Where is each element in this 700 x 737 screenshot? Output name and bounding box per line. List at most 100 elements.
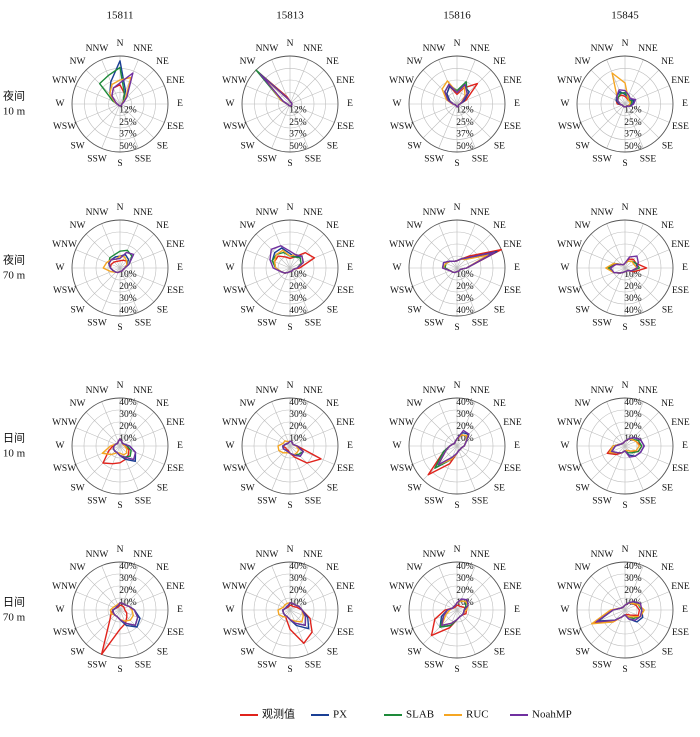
direction-label-WNW: WNW bbox=[222, 418, 247, 428]
station-label-15816: 15816 bbox=[443, 10, 471, 22]
grid-ring bbox=[588, 573, 662, 647]
series-line-NoahMP bbox=[282, 602, 307, 626]
direction-label-S: S bbox=[117, 665, 122, 675]
series-line-NoahMP bbox=[441, 598, 469, 626]
grid-ring bbox=[421, 68, 493, 140]
row-label-line1: 夜间 bbox=[3, 253, 25, 267]
direction-label-SW: SW bbox=[575, 306, 589, 316]
direction-label-E: E bbox=[682, 441, 688, 451]
direction-label-N: N bbox=[622, 203, 629, 213]
ring-label: 10% bbox=[456, 434, 474, 444]
direction-label-WNW: WNW bbox=[557, 76, 582, 86]
direction-label-ESE: ESE bbox=[672, 628, 689, 638]
direction-label-NW: NW bbox=[407, 221, 423, 231]
ring-label: 30% bbox=[119, 574, 137, 584]
direction-label-ENE: ENE bbox=[336, 582, 355, 592]
grid-ring bbox=[589, 68, 661, 140]
direction-label-WNW: WNW bbox=[222, 582, 247, 592]
series-line-NoahMP bbox=[108, 251, 135, 274]
direction-label-E: E bbox=[682, 99, 688, 109]
ring-label: 40% bbox=[289, 306, 307, 316]
direction-label-NW: NW bbox=[407, 399, 423, 409]
direction-label-NNW: NNW bbox=[423, 44, 446, 54]
direction-label-ESE: ESE bbox=[167, 628, 184, 638]
direction-label-ESE: ESE bbox=[672, 122, 689, 132]
ring-label: 10% bbox=[289, 270, 307, 280]
direction-label-NNE: NNE bbox=[133, 44, 153, 54]
direction-label-NNW: NNW bbox=[423, 550, 446, 560]
direction-label-SSE: SSE bbox=[640, 319, 657, 329]
direction-label-E: E bbox=[682, 605, 688, 615]
direction-label-N: N bbox=[454, 203, 461, 213]
direction-label-SSE: SSE bbox=[472, 155, 489, 165]
legend-label-SLAB: SLAB bbox=[406, 709, 434, 721]
direction-label-NW: NW bbox=[240, 221, 256, 231]
direction-label-SSE: SSE bbox=[640, 661, 657, 671]
grid-ring bbox=[432, 243, 482, 293]
direction-label-W: W bbox=[393, 441, 402, 451]
direction-label-SSW: SSW bbox=[592, 155, 612, 165]
grid-ring bbox=[241, 219, 339, 317]
direction-label-NNW: NNW bbox=[423, 386, 446, 396]
direction-label-SE: SE bbox=[662, 142, 673, 152]
ring-label: 40% bbox=[624, 398, 642, 408]
direction-label-SSE: SSE bbox=[135, 319, 152, 329]
direction-label-N: N bbox=[117, 381, 124, 391]
grid-ring bbox=[95, 585, 145, 635]
direction-label-NE: NE bbox=[326, 221, 339, 231]
direction-label-SW: SW bbox=[240, 306, 254, 316]
ring-label: 20% bbox=[289, 282, 307, 292]
direction-label-S: S bbox=[287, 323, 292, 333]
ring-label: 20% bbox=[624, 422, 642, 432]
legend-label-RUC: RUC bbox=[466, 709, 489, 721]
ring-label: 50% bbox=[119, 142, 137, 152]
ring-label: 20% bbox=[289, 422, 307, 432]
grid-ring bbox=[600, 243, 650, 293]
direction-label-WNW: WNW bbox=[557, 582, 582, 592]
direction-label-SW: SW bbox=[240, 648, 254, 658]
windrose-panel-15845-row4: 10%20%30%40%N NNENEENEEESESESSESSSWSWWSWW… bbox=[557, 545, 690, 675]
direction-label-NE: NE bbox=[156, 399, 169, 409]
direction-label-ESE: ESE bbox=[337, 464, 354, 474]
series-line-NoahMP bbox=[282, 440, 304, 457]
direction-label-N: N bbox=[117, 545, 124, 555]
station-label-15813: 15813 bbox=[276, 10, 304, 22]
direction-label-E: E bbox=[177, 263, 183, 273]
ring-label: 40% bbox=[119, 306, 137, 316]
direction-label-NNW: NNW bbox=[591, 44, 614, 54]
direction-label-WNW: WNW bbox=[389, 418, 414, 428]
direction-label-NE: NE bbox=[326, 57, 339, 67]
ring-label: 10% bbox=[624, 270, 642, 280]
ring-label: 25% bbox=[289, 118, 307, 128]
ring-label: 10% bbox=[289, 598, 307, 608]
direction-label-SSE: SSE bbox=[472, 661, 489, 671]
direction-label-S: S bbox=[454, 159, 459, 169]
direction-label-N: N bbox=[117, 39, 124, 49]
direction-label-E: E bbox=[514, 605, 520, 615]
direction-label-W: W bbox=[56, 99, 65, 109]
direction-label-WNW: WNW bbox=[557, 240, 582, 250]
grid-ring bbox=[600, 79, 650, 129]
direction-label-WSW: WSW bbox=[558, 122, 581, 132]
ring-label: 30% bbox=[119, 410, 137, 420]
direction-label-SSW: SSW bbox=[87, 155, 107, 165]
direction-label-E: E bbox=[347, 263, 353, 273]
direction-label-NNE: NNE bbox=[133, 550, 153, 560]
direction-label-NNE: NNE bbox=[303, 44, 323, 54]
direction-label-N: N bbox=[454, 381, 461, 391]
direction-label-NE: NE bbox=[493, 57, 506, 67]
direction-label-WSW: WSW bbox=[223, 122, 246, 132]
direction-label-SE: SE bbox=[157, 306, 168, 316]
direction-label-NNE: NNE bbox=[470, 44, 490, 54]
direction-label-SE: SE bbox=[157, 648, 168, 658]
series-line-NoahMP bbox=[111, 72, 134, 107]
direction-label-WSW: WSW bbox=[53, 628, 76, 638]
direction-label-NW: NW bbox=[70, 221, 86, 231]
direction-label-WNW: WNW bbox=[389, 76, 414, 86]
direction-label-NW: NW bbox=[240, 57, 256, 67]
direction-label-WSW: WSW bbox=[390, 628, 413, 638]
direction-label-SSE: SSE bbox=[135, 661, 152, 671]
